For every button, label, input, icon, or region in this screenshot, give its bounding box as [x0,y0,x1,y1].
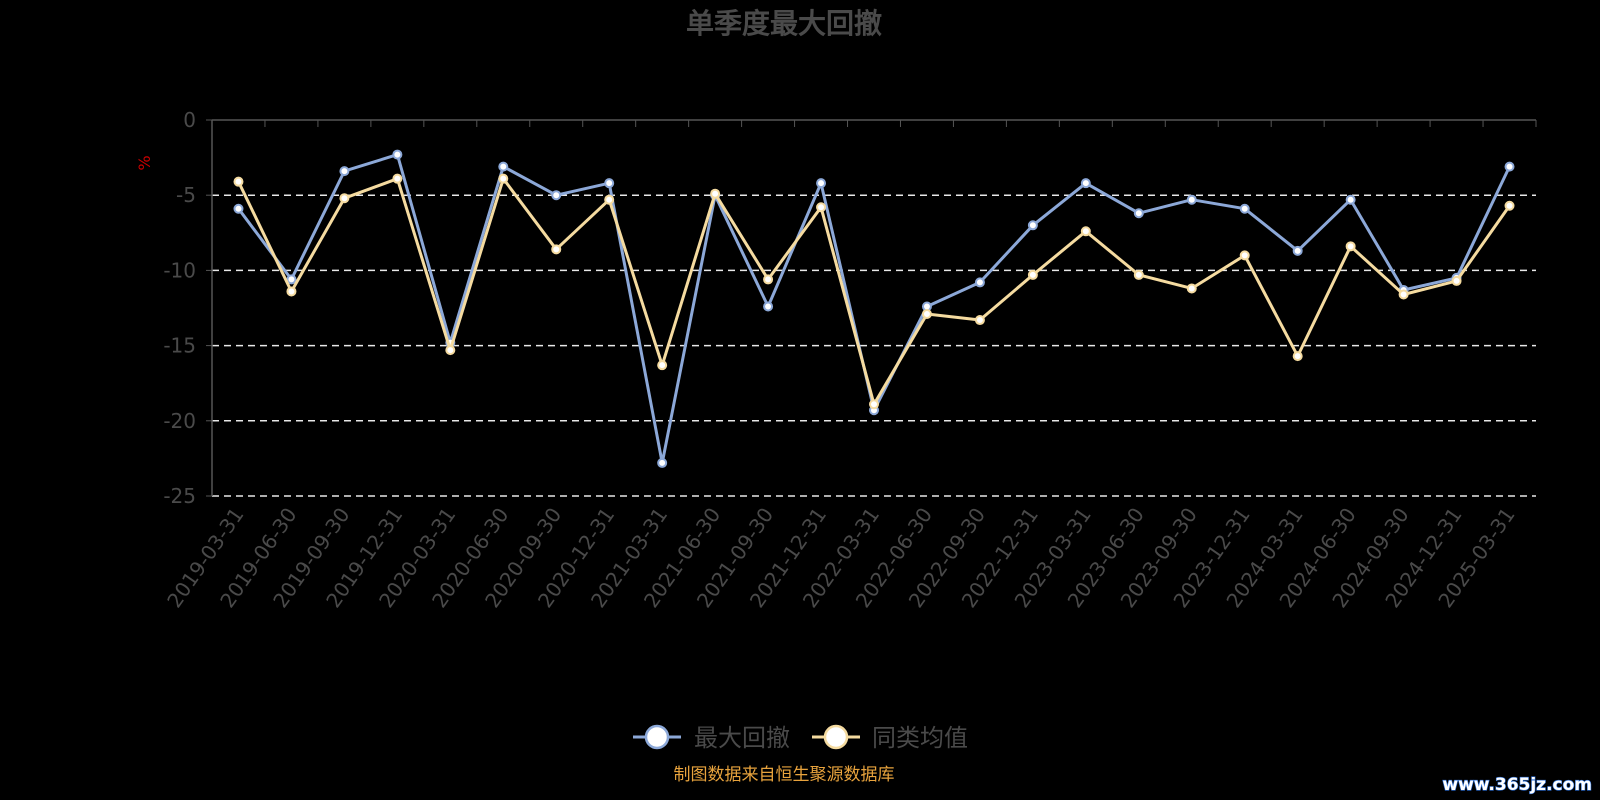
data-point [233,176,244,187]
data-point [445,345,456,356]
data-point [763,274,774,285]
data-point [1027,220,1038,231]
y-tick-label: -20 [163,409,196,433]
data-point [974,277,985,288]
y-tick-label: 0 [183,108,196,132]
axes: 0-5-10-15-20-252019-03-312019-06-302019-… [162,108,1537,612]
data-point [921,309,932,320]
data-point [1080,178,1091,189]
data-point [1186,283,1197,294]
data-point [1292,245,1303,256]
data-point [816,178,827,189]
data-point [763,301,774,312]
data-point [1451,275,1462,286]
legend-marker [644,724,670,750]
data-point [1239,250,1250,261]
series-lines [233,149,1515,468]
legend-item-2[interactable]: 同类均值 [812,724,968,752]
series-line-2 [237,177,1511,406]
y-tick-label: -5 [176,183,196,207]
data-point [339,166,350,177]
data-point [1133,208,1144,219]
data-point [1186,194,1197,205]
y-tick-label: -10 [163,258,196,282]
data-point [1345,241,1356,252]
data-point [974,315,985,326]
data-point [1027,269,1038,280]
legend: 最大回撤 同类均值 [633,724,968,752]
data-point [816,202,827,213]
data-point [498,161,509,172]
legend-label: 最大回撤 [694,724,790,752]
data-point [1345,194,1356,205]
data-point [392,173,403,184]
data-point [1504,200,1515,211]
data-point [1239,203,1250,214]
data-point [1080,226,1091,237]
data-point [1504,161,1515,172]
data-point [286,286,297,297]
data-point [339,193,350,204]
data-point [551,190,562,201]
data-point [604,178,615,189]
y-axis-label: % [135,155,154,170]
data-point [1398,289,1409,300]
legend-item-1[interactable]: 最大回撤 [633,724,790,752]
legend-label: 同类均值 [872,724,968,752]
data-point [551,244,562,255]
data-point [869,399,879,410]
data-point [392,149,403,160]
data-point [1292,351,1303,362]
data-point [498,173,509,184]
y-tick-label: -15 [163,334,196,358]
data-point [286,274,297,285]
data-source-note: 制图数据来自恒生聚源数据库 [674,765,895,785]
data-point [657,360,668,371]
legend-marker [823,724,849,750]
grid [212,194,1536,497]
data-point [233,203,244,214]
data-point [657,457,668,468]
data-point [604,194,615,205]
data-point [1133,269,1144,280]
y-tick-label: -25 [163,484,196,508]
data-point [710,188,721,199]
chart-title: 单季度最大回撤 [686,7,882,40]
watermark-logo: www.365jz.com [1442,775,1592,795]
